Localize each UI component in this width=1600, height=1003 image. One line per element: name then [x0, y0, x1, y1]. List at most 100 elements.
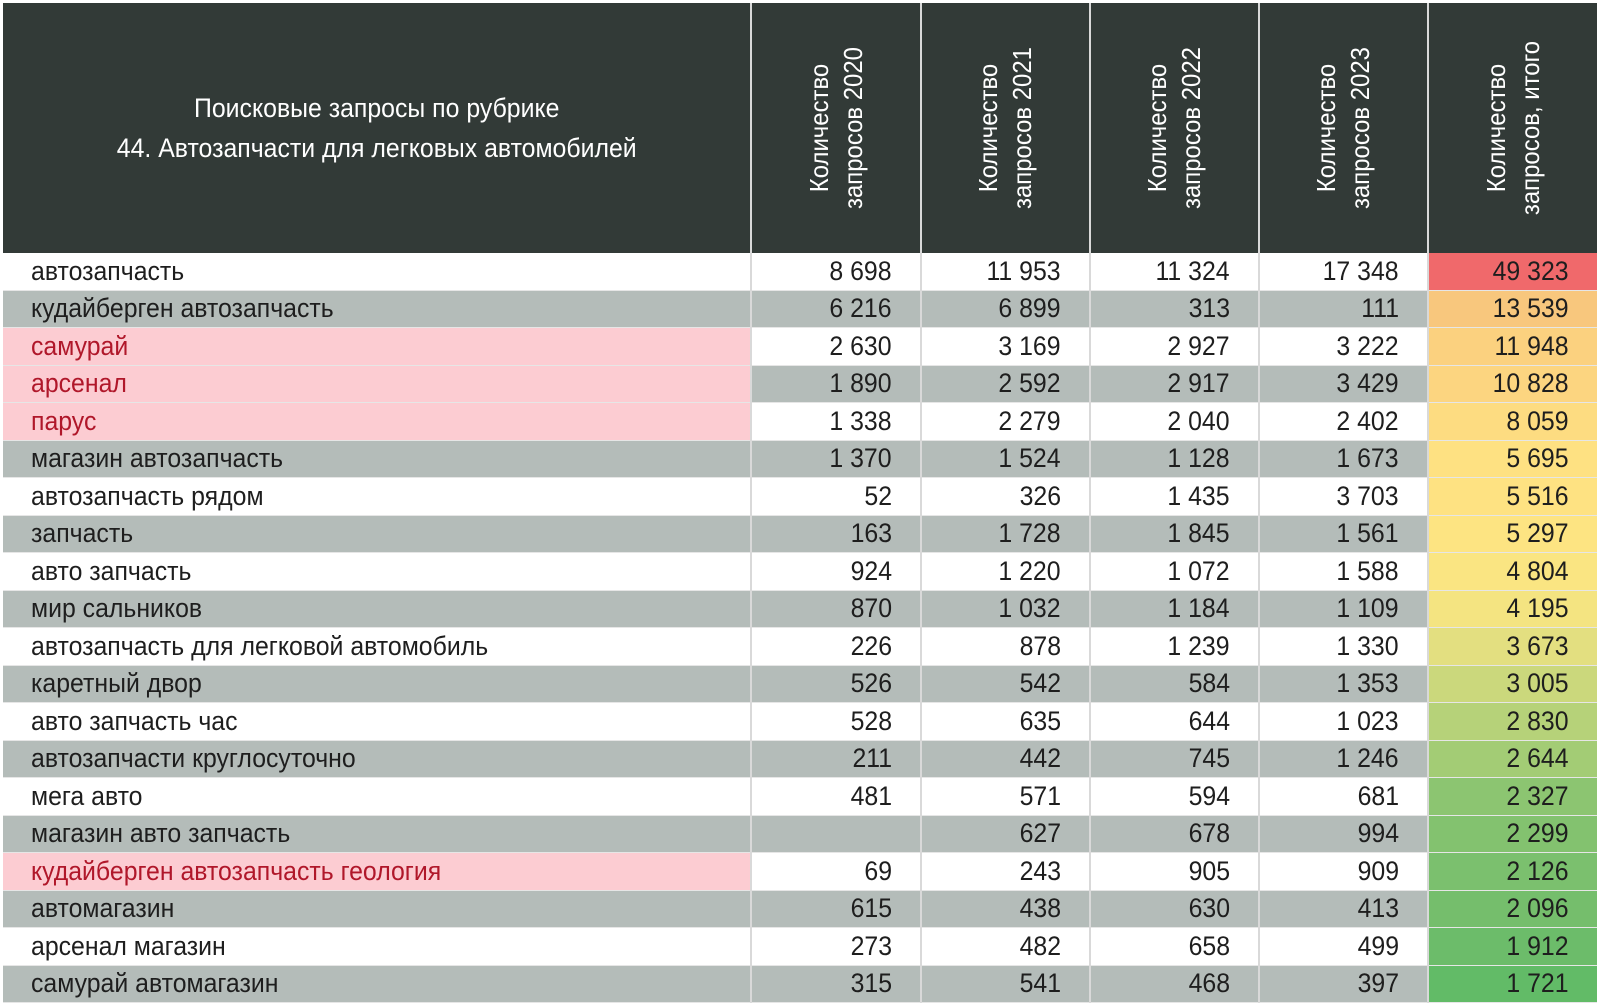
count-value: 11 953	[986, 255, 1061, 286]
count-cell-2023: 111	[1258, 290, 1429, 328]
count-cell-2021: 3 169	[920, 327, 1091, 366]
count-value: 6 899	[998, 293, 1061, 324]
query-name: автозапчасть рядом	[31, 480, 264, 511]
query-name-cell: авто запчасть	[3, 552, 753, 591]
query-name-cell: арсенал магазин	[3, 927, 753, 966]
count-value: 905	[1188, 855, 1230, 886]
count-value: 442	[1019, 743, 1061, 774]
query-name-cell: арсенал	[3, 365, 753, 403]
count-cell-2022: 678	[1089, 815, 1260, 853]
count-cell-2023: 3 429	[1258, 365, 1429, 403]
count-cell-2020	[751, 815, 922, 853]
count-cell-2023: 1 588	[1258, 552, 1429, 591]
count-value: 541	[1019, 968, 1061, 999]
total-value: 2 327	[1506, 780, 1569, 811]
count-cell-2023: 909	[1258, 852, 1429, 891]
count-value: 584	[1188, 668, 1230, 699]
query-name-cell: мир сальников	[3, 590, 753, 628]
count-cell-2022: 11 324	[1089, 253, 1260, 291]
count-cell-2020: 211	[751, 740, 922, 778]
count-cell-2021: 1 032	[920, 590, 1091, 628]
count-value: 2 040	[1167, 405, 1230, 436]
table-row: каретный двор 526 542 584 1 353 3 005	[3, 665, 1597, 703]
query-name: магазин авто запчасть	[31, 818, 291, 849]
count-cell-2021: 1 728	[920, 515, 1091, 553]
count-value: 528	[850, 705, 892, 736]
count-value: 1 109	[1336, 593, 1399, 624]
count-value: 1 588	[1336, 555, 1399, 586]
count-value: 11 324	[1155, 255, 1230, 286]
count-cell-2021: 11 953	[920, 253, 1091, 291]
query-name-cell: мега авто	[3, 777, 753, 816]
column-header-line1: Количество	[1311, 63, 1342, 193]
total-cell: 8 059	[1427, 402, 1597, 441]
column-header-line1: Количество	[1142, 63, 1173, 193]
table-title-line1: Поисковые запросы по рубрике	[194, 93, 560, 123]
count-value: 17 348	[1322, 255, 1399, 286]
count-cell-2021: 571	[920, 777, 1091, 816]
count-value: 6 216	[829, 293, 892, 324]
total-value: 4 804	[1506, 555, 1569, 586]
count-cell-2022: 2 917	[1089, 365, 1260, 403]
count-cell-2022: 745	[1089, 740, 1260, 778]
total-cell: 10 828	[1427, 365, 1597, 403]
count-value: 627	[1019, 818, 1061, 849]
column-header-line1: Количество	[1480, 63, 1511, 193]
count-value: 1 246	[1336, 743, 1399, 774]
total-value: 5 297	[1506, 518, 1569, 549]
count-value: 163	[850, 518, 892, 549]
count-cell-2022: 658	[1089, 927, 1260, 966]
count-cell-2021: 878	[920, 627, 1091, 666]
count-cell-2022: 313	[1089, 290, 1260, 328]
query-name: арсенал магазин	[31, 930, 226, 961]
count-cell-2022: 594	[1089, 777, 1260, 816]
count-value: 111	[1361, 293, 1399, 324]
count-value: 482	[1019, 930, 1061, 961]
query-name: кудайберген автозапчасть геология	[31, 855, 442, 886]
queries-table: Поисковые запросы по рубрике 44. Автозап…	[3, 3, 1597, 1003]
table-row: мир сальников 870 1 032 1 184 1 109 4 195	[3, 590, 1597, 628]
table-row: автомагазин 615 438 630 413 2 096	[3, 890, 1597, 928]
count-cell-2023: 1 330	[1258, 627, 1429, 666]
query-name: арсенал	[31, 368, 127, 399]
query-name-cell: магазин автозапчасть	[3, 440, 753, 478]
count-cell-2020: 315	[751, 965, 922, 1003]
count-value: 2 402	[1336, 405, 1399, 436]
count-value: 1 220	[998, 555, 1061, 586]
count-cell-2021: 243	[920, 852, 1091, 891]
count-cell-2020: 528	[751, 702, 922, 741]
count-value: 1 072	[1167, 555, 1230, 586]
count-cell-2020: 8 698	[751, 253, 922, 291]
count-value: 909	[1357, 855, 1399, 886]
total-cell: 49 323	[1427, 253, 1597, 291]
count-cell-2020: 1 890	[751, 365, 922, 403]
count-value: 994	[1357, 818, 1399, 849]
total-cell: 2 096	[1427, 890, 1597, 928]
column-header-2021: Количество запросов 2021	[920, 3, 1091, 253]
count-value: 2 927	[1167, 330, 1230, 361]
column-header-line2: запросов, итого	[1514, 40, 1545, 216]
count-cell-2023: 1 561	[1258, 515, 1429, 553]
count-value: 226	[850, 630, 892, 661]
count-cell-2022: 1 128	[1089, 440, 1260, 478]
count-cell-2023: 499	[1258, 927, 1429, 966]
count-value: 594	[1188, 780, 1230, 811]
count-cell-2023: 3 703	[1258, 477, 1429, 516]
count-value: 924	[850, 555, 892, 586]
query-name-cell: автозапчасть	[3, 253, 753, 291]
count-value: 658	[1188, 930, 1230, 961]
count-value: 1 330	[1336, 630, 1399, 661]
count-value: 2 917	[1167, 368, 1230, 399]
count-cell-2021: 438	[920, 890, 1091, 928]
query-name-cell: магазин авто запчасть	[3, 815, 753, 853]
count-value: 326	[1019, 480, 1061, 511]
total-value: 3 673	[1506, 630, 1569, 661]
count-cell-2020: 481	[751, 777, 922, 816]
column-header-line2: запросов 2020	[838, 47, 869, 209]
total-value: 2 096	[1506, 893, 1569, 924]
count-cell-2021: 627	[920, 815, 1091, 853]
count-cell-2020: 526	[751, 665, 922, 703]
count-cell-2020: 1 370	[751, 440, 922, 478]
count-cell-2022: 2 040	[1089, 402, 1260, 441]
count-cell-2023: 1 023	[1258, 702, 1429, 741]
